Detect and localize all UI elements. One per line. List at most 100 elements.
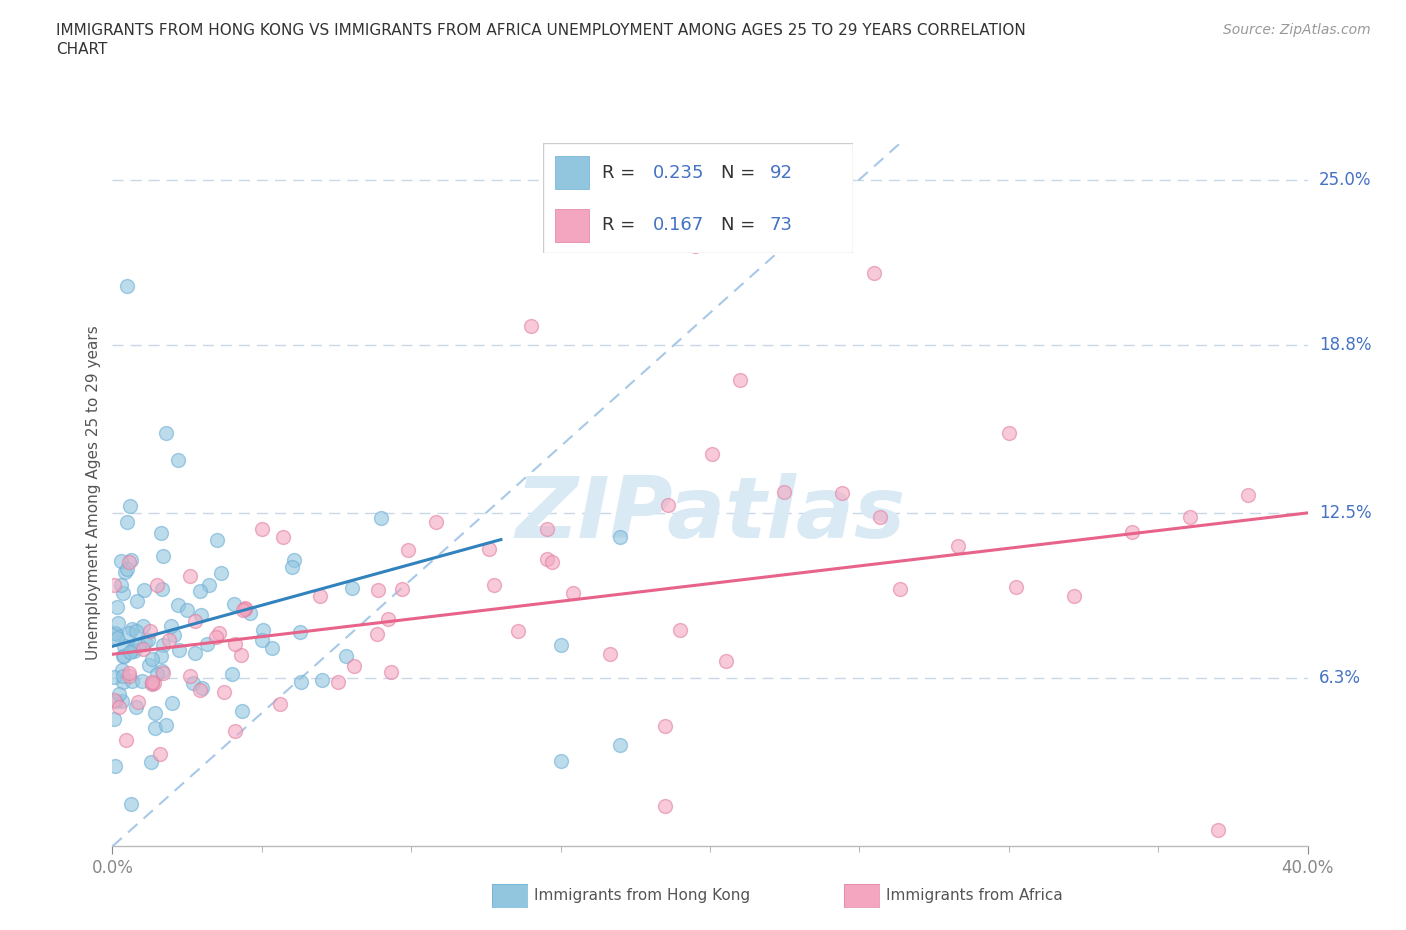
Point <box>157 632 180 647</box>
Point <box>714 653 737 668</box>
Point <box>335 648 357 663</box>
Point <box>110 578 132 592</box>
Point <box>112 648 135 663</box>
Point <box>105 694 128 709</box>
Point <box>184 614 207 629</box>
Point <box>283 552 305 567</box>
Point <box>184 646 207 661</box>
Point <box>103 711 125 726</box>
Point <box>132 618 155 633</box>
Point <box>233 601 256 616</box>
Point <box>112 586 135 601</box>
Point <box>1004 579 1026 594</box>
Point <box>131 673 153 688</box>
Point <box>117 561 139 576</box>
Point <box>250 632 273 647</box>
Text: 6.3%: 6.3% <box>1319 670 1361 687</box>
Point <box>536 522 558 537</box>
Point <box>205 533 228 548</box>
Point <box>208 626 231 641</box>
Point <box>110 553 132 568</box>
Point <box>105 600 128 615</box>
Point <box>609 529 631 544</box>
Point <box>380 664 402 679</box>
Point <box>128 637 150 652</box>
Point <box>104 625 127 640</box>
Point <box>269 697 291 711</box>
Point <box>167 643 190 658</box>
Point <box>1121 525 1143 539</box>
Point <box>149 747 172 762</box>
Point <box>149 649 172 664</box>
Text: Immigrants from Africa: Immigrants from Africa <box>886 888 1063 903</box>
Point <box>309 589 332 604</box>
Point <box>146 667 169 682</box>
Point <box>550 638 572 653</box>
Point <box>540 555 562 570</box>
Text: 25.0%: 25.0% <box>1319 170 1371 189</box>
Point <box>152 666 174 681</box>
Point <box>232 603 254 618</box>
Point <box>108 700 131 715</box>
Point <box>111 675 134 690</box>
Point <box>197 578 219 592</box>
Point <box>214 684 236 699</box>
Point <box>889 581 911 596</box>
Point <box>118 665 141 680</box>
Point <box>222 596 245 611</box>
Point <box>550 753 572 768</box>
Point <box>152 638 174 653</box>
Point <box>121 642 143 657</box>
Point <box>1237 487 1260 502</box>
Point <box>142 675 165 690</box>
Text: Immigrants from Hong Kong: Immigrants from Hong Kong <box>534 888 751 903</box>
Point <box>1178 510 1201 525</box>
Point <box>152 549 174 564</box>
Point <box>181 676 204 691</box>
Point <box>143 721 166 736</box>
Point <box>122 644 145 658</box>
Point <box>179 568 201 583</box>
Point <box>150 581 173 596</box>
Point <box>728 372 751 387</box>
Point <box>176 603 198 618</box>
Point <box>179 669 201 684</box>
Point <box>141 755 163 770</box>
Point <box>162 696 183 711</box>
Point <box>150 664 173 679</box>
Point <box>508 623 530 638</box>
Point <box>271 529 294 544</box>
Point <box>252 622 274 637</box>
Point <box>377 612 399 627</box>
Point <box>478 541 501 556</box>
Point <box>112 648 135 663</box>
Point <box>141 674 163 689</box>
Point <box>1206 823 1229 838</box>
Point <box>683 239 706 254</box>
Point <box>125 593 148 608</box>
Point <box>103 578 125 592</box>
Point <box>366 626 388 641</box>
Point <box>609 737 631 752</box>
Point <box>118 498 141 513</box>
Point <box>869 510 891 525</box>
Point <box>139 624 162 639</box>
Point <box>143 706 166 721</box>
Point <box>138 633 160 648</box>
Point <box>167 452 190 467</box>
Point <box>121 621 143 636</box>
Point <box>167 598 190 613</box>
Point <box>110 694 132 709</box>
Point <box>370 511 392 525</box>
Point <box>112 669 135 684</box>
Point <box>654 719 676 734</box>
Point <box>343 658 366 673</box>
Point <box>103 670 125 684</box>
Point <box>110 663 132 678</box>
Point <box>117 515 139 530</box>
Point <box>127 694 149 709</box>
Point <box>209 565 232 580</box>
Point <box>132 583 155 598</box>
Text: 12.5%: 12.5% <box>1319 504 1371 522</box>
Point <box>114 639 136 654</box>
